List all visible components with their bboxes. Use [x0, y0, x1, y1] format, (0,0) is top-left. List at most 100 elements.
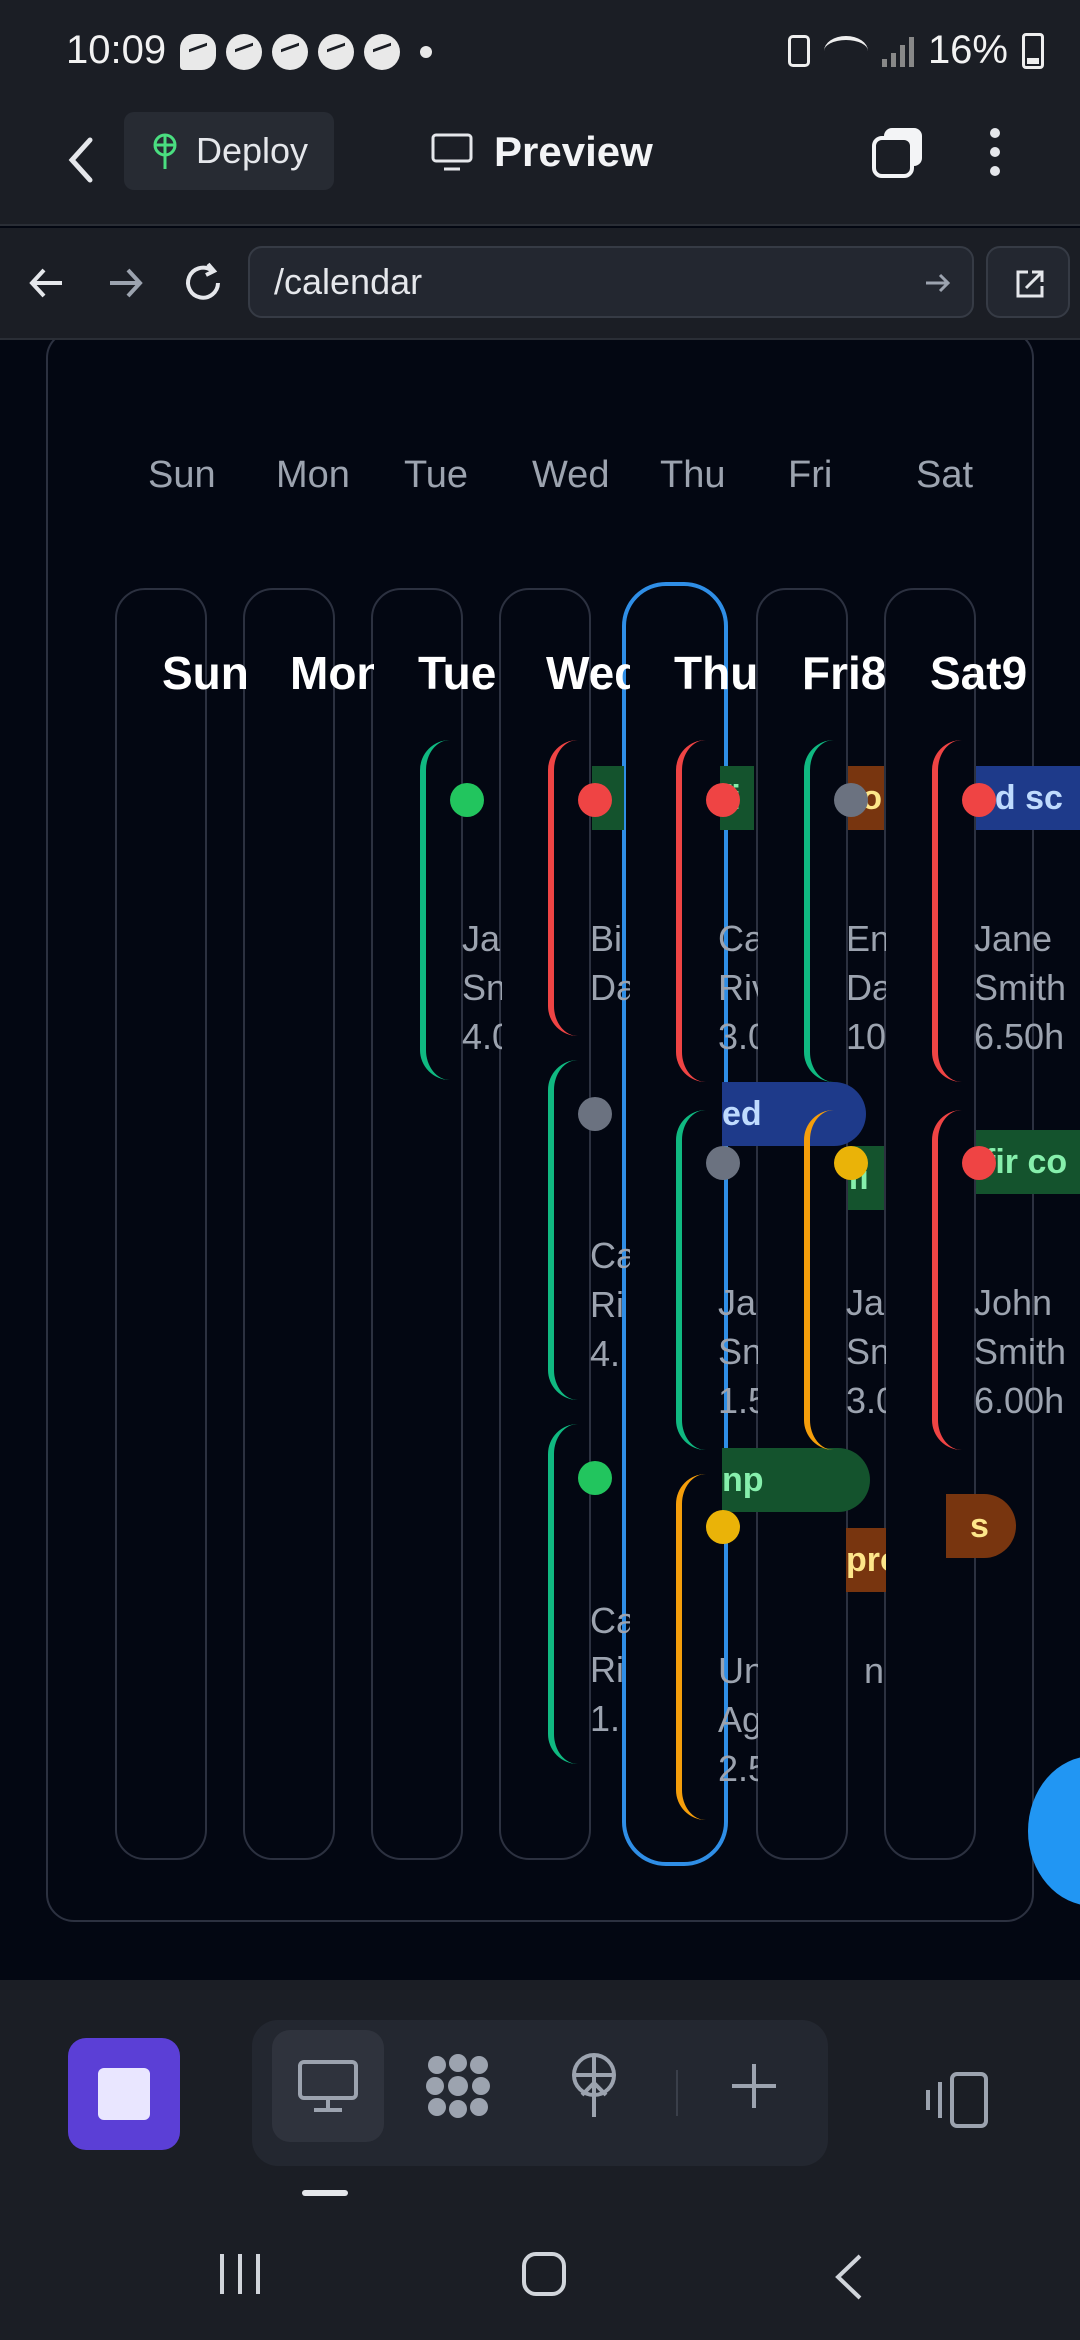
- event-tag: fir co: [976, 1130, 1080, 1194]
- status-dot-icon: [834, 1146, 868, 1180]
- day-column-wed[interactable]: [499, 588, 591, 1860]
- calendar-page: Sun Mon Tue Wed Thu Fri Sat Sun Mon Tue …: [0, 340, 1080, 1980]
- event-text: Ca Riv 3.0: [718, 918, 758, 1057]
- status-dot-icon: [706, 1510, 740, 1544]
- browser-back-button[interactable]: [22, 258, 72, 308]
- day-column-mon[interactable]: [243, 588, 335, 1860]
- event-tue-1[interactable]: [420, 740, 452, 1080]
- preview-tab[interactable]: [272, 2030, 384, 2142]
- reload-button[interactable]: [178, 258, 228, 308]
- weekday-sat: Sat: [916, 454, 974, 496]
- event-wed-3[interactable]: [548, 1424, 580, 1764]
- status-dot-icon: [706, 783, 740, 817]
- event-sat-1[interactable]: [932, 740, 964, 1082]
- devices-icon: [926, 2072, 988, 2128]
- status-bar: 10:09 16%: [0, 0, 1080, 100]
- system-back-button[interactable]: [830, 2252, 870, 2307]
- status-dot-icon: [578, 783, 612, 817]
- url-text: /calendar: [274, 261, 423, 302]
- plus-icon: [732, 2064, 776, 2108]
- day-column-sun[interactable]: [115, 588, 207, 1860]
- url-input[interactable]: /calendar: [248, 246, 974, 318]
- event-text: Ja Sn 1.5: [718, 1282, 758, 1421]
- messenger-icon: [226, 34, 262, 70]
- status-dot-icon: [578, 1097, 612, 1131]
- open-external-button[interactable]: [986, 246, 1070, 318]
- dot-icon: [990, 128, 1000, 138]
- column-title-sat: Sat9: [930, 647, 1028, 699]
- arrow-left-icon: [29, 268, 62, 298]
- workspace-tab[interactable]: [402, 2030, 514, 2142]
- event-wed-1[interactable]: [548, 740, 580, 1036]
- messenger-icon: [364, 34, 400, 70]
- event-fri-2[interactable]: [804, 1110, 836, 1450]
- event-text: Ca Ri 1.: [590, 1600, 630, 1739]
- divider: [676, 2070, 678, 2116]
- weekday-thu: Thu: [660, 454, 726, 496]
- event-text: Jane Smith 6.50h: [974, 918, 1067, 1057]
- preview-title: Preview: [430, 128, 653, 176]
- external-link-icon: [1016, 270, 1044, 298]
- event-wed-2[interactable]: [548, 1060, 580, 1400]
- bottom-toolbar: [0, 1980, 1080, 2200]
- event-text: Bi Da: [590, 918, 630, 1008]
- event-thu-1[interactable]: [676, 740, 708, 1082]
- tabs-button[interactable]: [870, 124, 926, 180]
- wifi-icon: [823, 35, 868, 66]
- dot-icon: [990, 147, 1000, 157]
- day-column-fri[interactable]: [756, 588, 848, 1860]
- antenna-icon: [572, 2053, 616, 2117]
- preview-label: Preview: [494, 128, 653, 175]
- column-title-mon: Mon: [290, 647, 374, 699]
- battery-icon: [1022, 32, 1044, 69]
- back-button[interactable]: [60, 130, 100, 190]
- day-column-thu-selected[interactable]: [622, 582, 728, 1866]
- dot-icon: [990, 166, 1000, 176]
- stop-button[interactable]: [68, 2038, 180, 2150]
- status-dot-icon: [578, 1461, 612, 1495]
- chat-notification-icon: [180, 34, 216, 70]
- status-dot-icon: [450, 783, 484, 817]
- event-tag: ed: [722, 1082, 866, 1146]
- more-options-button[interactable]: [980, 122, 1010, 182]
- signal-icon: [881, 35, 914, 67]
- floating-action-button[interactable]: [1028, 1756, 1080, 1906]
- event-text: n: [863, 1650, 884, 1691]
- deploy-tab[interactable]: [538, 2030, 650, 2142]
- agents-grid-icon: [426, 2054, 490, 2118]
- add-tab-button[interactable]: [698, 2030, 810, 2142]
- browser-forward-button[interactable]: [100, 258, 150, 308]
- event-tag: s: [946, 1494, 1016, 1558]
- event-sat-2[interactable]: [932, 1110, 964, 1450]
- chevron-left-icon: [68, 137, 93, 183]
- go-arrow-icon[interactable]: [922, 268, 952, 298]
- event-thu-3[interactable]: [676, 1474, 708, 1820]
- event-thu-2[interactable]: [676, 1110, 708, 1450]
- antenna-icon: [153, 133, 177, 169]
- device-toggle-button[interactable]: [922, 2070, 990, 2130]
- event-text: Ca Ri 4.: [590, 1235, 630, 1374]
- weekday-tue: Tue: [404, 454, 469, 496]
- day-column-tue[interactable]: [371, 588, 463, 1860]
- notification-icons: [180, 34, 432, 70]
- status-dot-icon: [962, 1146, 996, 1180]
- messenger-icon: [318, 34, 354, 70]
- event-text: En Da 10: [846, 918, 886, 1057]
- event-tag: pro: [846, 1528, 886, 1592]
- column-title-fri: Fri8: [802, 647, 886, 699]
- monitor-icon: [431, 133, 473, 171]
- system-icons: 16%: [787, 28, 1044, 73]
- app-header: Deploy Preview: [0, 100, 1080, 226]
- weekday-mon: Mon: [276, 454, 350, 496]
- event-fri-1[interactable]: [804, 740, 836, 1082]
- home-button[interactable]: [522, 2252, 566, 2296]
- battery-saver-icon: [787, 34, 810, 67]
- event-text: Ja Sn 3.0: [846, 1282, 886, 1421]
- column-title-sun: Sun: [162, 647, 246, 699]
- reload-icon: [186, 262, 220, 300]
- deploy-button[interactable]: Deploy: [124, 112, 334, 190]
- recent-apps-button[interactable]: [220, 2254, 260, 2294]
- event-text: Ja Sn 4.0: [462, 918, 502, 1057]
- event-text: John Smith 6.00h: [974, 1282, 1067, 1421]
- day-column-sat[interactable]: [884, 588, 976, 1860]
